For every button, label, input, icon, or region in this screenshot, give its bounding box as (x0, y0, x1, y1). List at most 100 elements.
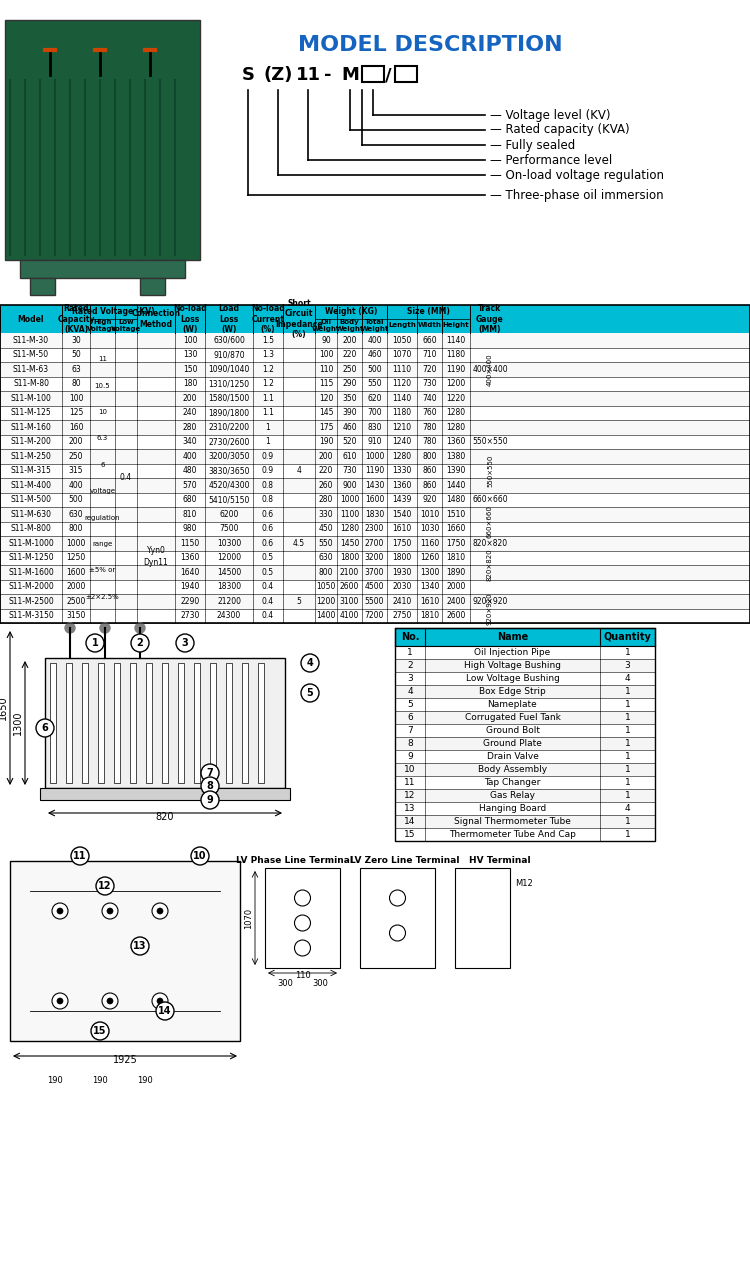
Text: 550: 550 (368, 380, 382, 389)
Text: 3200/3050: 3200/3050 (209, 451, 250, 461)
Circle shape (389, 889, 406, 906)
Text: 1510: 1510 (446, 510, 466, 519)
Circle shape (152, 904, 168, 919)
Text: 500: 500 (368, 364, 382, 373)
Text: 1830: 1830 (364, 510, 384, 519)
Text: 9: 9 (407, 751, 413, 760)
Text: 7500: 7500 (219, 524, 239, 533)
Text: 660×660: 660×660 (487, 505, 493, 538)
Text: 280: 280 (183, 423, 197, 432)
Text: 1280: 1280 (392, 451, 412, 461)
Text: 4: 4 (625, 674, 630, 682)
Text: 570: 570 (183, 481, 197, 489)
Bar (0, 348, 750, 362)
Text: 240: 240 (183, 408, 197, 417)
Bar (395, 828, 655, 841)
Text: 4500: 4500 (364, 583, 384, 592)
Circle shape (96, 877, 114, 895)
Text: S11-M-400: S11-M-400 (10, 481, 52, 489)
Text: 400×400: 400×400 (472, 364, 508, 373)
Text: 1360: 1360 (392, 481, 412, 489)
Text: S11-M-63: S11-M-63 (13, 364, 49, 373)
Text: Signal Thermometer Tube: Signal Thermometer Tube (454, 817, 571, 826)
Text: 300: 300 (312, 979, 328, 988)
Text: Weight (KG): Weight (KG) (325, 307, 377, 316)
Text: 810: 810 (183, 510, 197, 519)
Text: 10: 10 (98, 409, 107, 415)
Text: 680: 680 (183, 496, 197, 505)
Circle shape (65, 622, 75, 633)
Circle shape (156, 1002, 174, 1020)
Text: 630: 630 (69, 510, 83, 519)
Text: 400: 400 (368, 336, 382, 345)
Text: 1.1: 1.1 (262, 394, 274, 403)
Text: 0.4: 0.4 (262, 611, 274, 620)
Bar (395, 66, 417, 82)
Text: S11-M-80: S11-M-80 (13, 380, 49, 389)
Text: MODEL DESCRIPTION: MODEL DESCRIPTION (298, 35, 562, 55)
Text: 6: 6 (100, 461, 105, 468)
Text: 1: 1 (625, 778, 630, 787)
Circle shape (52, 904, 68, 919)
Text: 920×920: 920×920 (487, 592, 493, 625)
Text: 730: 730 (342, 466, 357, 475)
Text: 1000: 1000 (66, 539, 86, 548)
Bar (395, 737, 655, 750)
Text: 480: 480 (183, 466, 197, 475)
Text: 1120: 1120 (392, 380, 412, 389)
Bar (0, 594, 750, 608)
Text: 11: 11 (74, 851, 87, 861)
Text: 3100: 3100 (340, 597, 359, 606)
Text: 0.9: 0.9 (262, 451, 274, 461)
Text: 1890: 1890 (446, 567, 466, 576)
Text: Nameplate: Nameplate (488, 700, 537, 709)
Text: 1480: 1480 (446, 496, 466, 505)
Text: 315: 315 (69, 466, 83, 475)
Text: Model: Model (18, 314, 44, 323)
Text: 175: 175 (319, 423, 333, 432)
Text: 660: 660 (422, 336, 436, 345)
Text: 740: 740 (422, 394, 436, 403)
Text: — On-load voltage regulation: — On-load voltage regulation (490, 169, 664, 181)
Text: S11-M-630: S11-M-630 (10, 510, 52, 519)
Text: 1750: 1750 (446, 539, 466, 548)
Text: 125: 125 (69, 408, 83, 417)
Bar (395, 627, 655, 645)
Text: 1000: 1000 (364, 451, 384, 461)
Text: LV Phase Line Terminal: LV Phase Line Terminal (236, 856, 353, 865)
Text: 1: 1 (625, 817, 630, 826)
Bar (0, 362, 750, 377)
Text: 1280: 1280 (446, 423, 466, 432)
Text: 1: 1 (625, 688, 630, 697)
Text: 820: 820 (156, 812, 174, 822)
Text: -: - (324, 66, 332, 84)
Text: Oil Injection Pipe: Oil Injection Pipe (474, 648, 550, 657)
Text: 220: 220 (342, 350, 357, 359)
Text: 350: 350 (342, 394, 357, 403)
Text: 115: 115 (319, 380, 333, 389)
Text: 2: 2 (407, 661, 413, 670)
Text: 190: 190 (47, 1076, 63, 1085)
Text: 1: 1 (92, 638, 98, 648)
Text: 1440: 1440 (446, 481, 466, 489)
Bar (395, 763, 655, 776)
Text: 1610: 1610 (420, 597, 440, 606)
Text: 1150: 1150 (180, 539, 200, 548)
Text: 200: 200 (69, 437, 83, 446)
Text: 2600: 2600 (340, 583, 359, 592)
Text: Total
Weight: Total Weight (360, 318, 388, 332)
Text: Low Voltage Bushing: Low Voltage Bushing (466, 674, 560, 682)
Text: 11: 11 (98, 357, 107, 363)
Text: 1930: 1930 (392, 567, 412, 576)
Text: Thermometer Tube And Cap: Thermometer Tube And Cap (449, 829, 576, 838)
Circle shape (135, 622, 145, 633)
Text: 5500: 5500 (364, 597, 384, 606)
Text: S11-M-2500: S11-M-2500 (8, 597, 54, 606)
Text: 14500: 14500 (217, 567, 242, 576)
Text: Ground Plate: Ground Plate (483, 739, 542, 748)
Bar (395, 750, 655, 763)
Text: 1439: 1439 (392, 496, 412, 505)
Text: 1280: 1280 (446, 408, 466, 417)
Bar (0, 420, 750, 435)
Bar (226, 663, 232, 783)
